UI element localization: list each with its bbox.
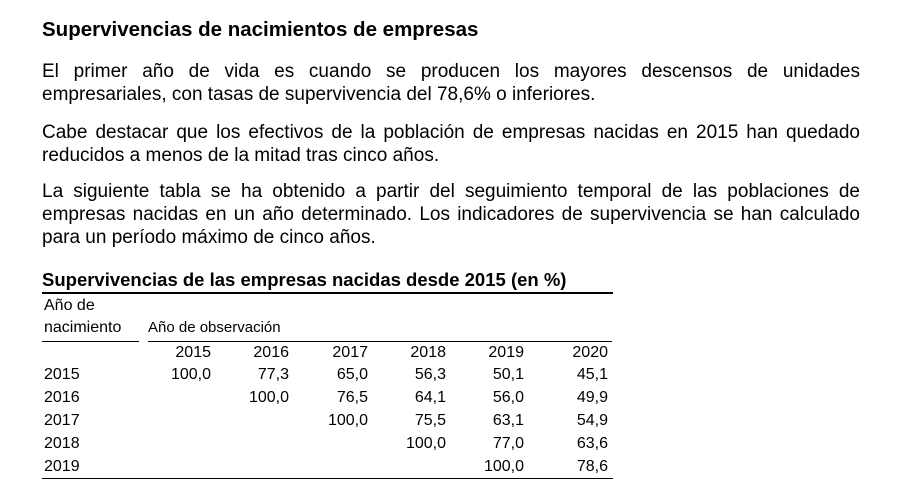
row-year-label: 2018 (44, 435, 80, 452)
row-header-line2: nacimiento (44, 319, 122, 336)
header-rule-right (148, 341, 612, 342)
table-bottom-rule (42, 478, 613, 479)
column-header-2016: 2016 (253, 344, 289, 361)
column-header-2018: 2018 (410, 344, 446, 361)
paragraph-table-intro: La siguiente tabla se ha obtenido a part… (42, 181, 860, 248)
row-year-label: 2015 (44, 366, 80, 383)
table-cell: 49,9 (576, 389, 608, 406)
row-header-line1: Año de (44, 297, 95, 314)
table-cell: 54,9 (576, 412, 608, 429)
column-header-2019: 2019 (488, 344, 524, 361)
row-header: Año de nacimiento (44, 295, 121, 339)
table-cell: 76,5 (336, 389, 368, 406)
table-cell: 63,1 (492, 412, 524, 429)
row-year-label: 2016 (44, 389, 80, 406)
table-cell: 56,0 (492, 389, 524, 406)
header-rule-left (42, 341, 139, 342)
table-cell: 100,0 (248, 389, 289, 406)
table-cell: 63,6 (576, 435, 608, 452)
table-cell: 45,1 (576, 366, 608, 383)
row-year-label: 2019 (44, 458, 80, 475)
table-title: Supervivencias de las empresas nacidas d… (42, 269, 567, 290)
paragraph-first-year: El primer año de vida es cuando se produ… (42, 61, 860, 105)
paragraph-2015-cohort: Cabe destacar que los efectivos de la po… (42, 122, 860, 166)
column-group-label: Año de observación (148, 319, 281, 336)
table-cell: 50,1 (492, 366, 524, 383)
page-heading: Supervivencias de nacimientos de empresa… (42, 18, 479, 41)
table-title-underline (42, 292, 613, 294)
column-header-2020: 2020 (572, 344, 608, 361)
table-cell: 100,0 (483, 458, 524, 475)
table-cell: 64,1 (414, 389, 446, 406)
table-cell: 56,3 (414, 366, 446, 383)
table-cell: 100,0 (405, 435, 446, 452)
table-cell: 77,0 (492, 435, 524, 452)
table-cell: 77,3 (257, 366, 289, 383)
table-cell: 65,0 (336, 366, 368, 383)
table-cell: 100,0 (170, 366, 211, 383)
column-header-2017: 2017 (332, 344, 368, 361)
row-year-label: 2017 (44, 412, 80, 429)
column-header-2015: 2015 (175, 344, 211, 361)
table-cell: 78,6 (576, 458, 608, 475)
table-cell: 75,5 (414, 412, 446, 429)
table-cell: 100,0 (327, 412, 368, 429)
